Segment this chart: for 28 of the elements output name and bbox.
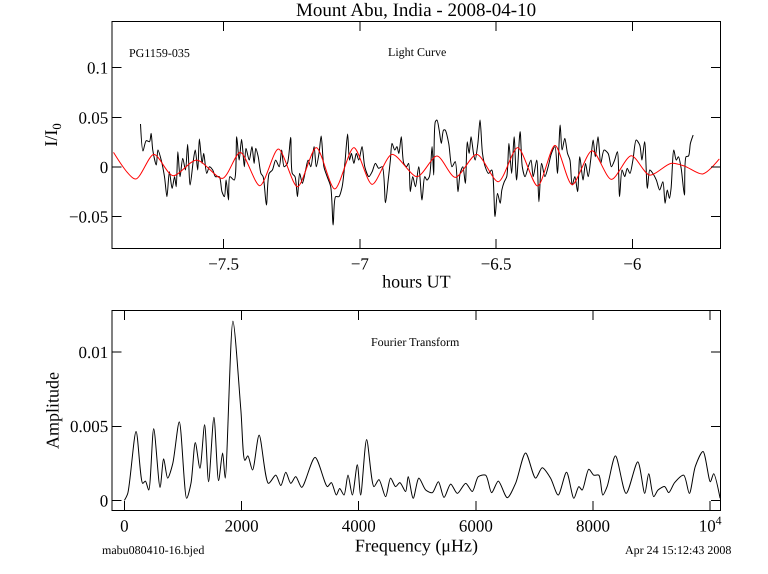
x-tick-label: −6 (623, 254, 642, 274)
x-tick-label: 8000 (576, 516, 610, 536)
y-tick-label: 0 (100, 491, 108, 510)
annotation: Fourier Transform (371, 335, 460, 349)
x-tick-label: 4000 (342, 516, 376, 536)
x-axis-title: Frequency (μHz) (354, 535, 478, 556)
x-tick-label: −6.5 (480, 254, 512, 274)
x-tick-label: −7 (350, 254, 370, 274)
x-tick-label: 10$^{4}$ (698, 513, 722, 536)
y-tick-label: 0.01 (78, 343, 108, 362)
text: mabu080410-16.bjed (102, 543, 204, 557)
x-tick-label: −7.5 (208, 254, 240, 274)
line-series (113, 144, 720, 190)
y-tick-label: 0.1 (87, 58, 108, 78)
y-axis-title: Amplitude (42, 372, 62, 449)
y-tick-label: 0 (100, 158, 108, 177)
x-tick-label: 0 (120, 516, 129, 536)
annotation: Light Curve (388, 45, 446, 59)
x-tick-label: 6000 (458, 516, 493, 536)
annotation: PG1159-035 (129, 46, 190, 60)
y-tick-label: 0.005 (70, 417, 108, 436)
x-tick-label: 2000 (224, 516, 259, 536)
x-axis-title: hours UT (382, 272, 451, 292)
chart-title: Mount Abu, India - 2008-04-10 (296, 0, 536, 21)
text: Apr 24 15:12:43 2008 (625, 543, 732, 557)
y-tick-label: 0.05 (78, 108, 108, 128)
line-series (140, 120, 694, 226)
y-tick-label: −0.05 (68, 208, 108, 227)
